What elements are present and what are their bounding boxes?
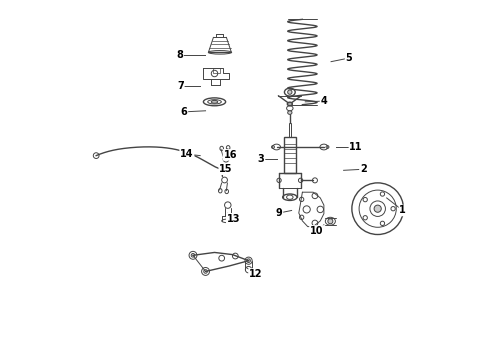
Text: 15: 15 <box>219 164 233 174</box>
Text: 11: 11 <box>349 142 363 152</box>
Text: 12: 12 <box>249 269 263 279</box>
Text: 1: 1 <box>399 206 406 216</box>
Ellipse shape <box>287 102 293 106</box>
Text: 5: 5 <box>345 53 352 63</box>
Ellipse shape <box>288 90 292 94</box>
Text: 3: 3 <box>258 154 265 164</box>
Ellipse shape <box>328 219 333 224</box>
Text: 7: 7 <box>177 81 184 91</box>
Text: 10: 10 <box>310 226 323 236</box>
Ellipse shape <box>211 100 218 103</box>
Text: 16: 16 <box>223 150 237 160</box>
Text: 6: 6 <box>181 107 187 117</box>
Text: 2: 2 <box>360 164 367 174</box>
Text: 4: 4 <box>320 96 327 106</box>
Ellipse shape <box>374 205 381 212</box>
Text: 13: 13 <box>227 214 240 224</box>
Bar <box>284 137 295 173</box>
Ellipse shape <box>288 111 292 114</box>
Text: 8: 8 <box>176 50 183 60</box>
Text: 14: 14 <box>180 149 194 159</box>
Text: 9: 9 <box>276 208 282 218</box>
